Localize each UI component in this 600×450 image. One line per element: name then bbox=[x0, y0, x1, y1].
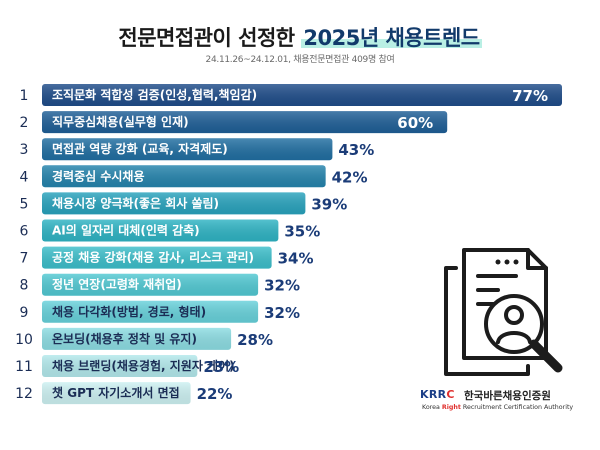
rank-number: 4 bbox=[20, 169, 29, 185]
bar-label: 온보딩(채용후 정착 및 유지) bbox=[52, 331, 197, 346]
value-label: 22% bbox=[197, 385, 233, 403]
value-label: 77% bbox=[512, 87, 548, 105]
bar-shade bbox=[42, 273, 259, 296]
value-label: 23% bbox=[203, 358, 239, 376]
bar-label: 직무중심채용(실무형 인재) bbox=[52, 114, 189, 129]
value-label: 35% bbox=[284, 223, 320, 241]
bar-label: AI의 일자리 대체(인력 감축) bbox=[52, 223, 200, 238]
title-main: 전문면접관이 선정한 bbox=[118, 26, 295, 50]
bar-label: 채용시장 양극화(좋은 회사 쏠림) bbox=[52, 195, 219, 210]
bar-label: 면접관 역량 강화 (교육, 자격제도) bbox=[52, 141, 228, 156]
bar-shade bbox=[42, 300, 259, 323]
rank-number: 8 bbox=[20, 278, 29, 294]
bar-label: 공정 채용 강화(채용 감사, 리스크 관리) bbox=[52, 250, 254, 265]
value-label: 32% bbox=[264, 277, 300, 295]
value-label: 28% bbox=[237, 331, 273, 349]
logo-name: 한국바른채용인증원 bbox=[464, 390, 551, 402]
bar-shade bbox=[42, 111, 448, 134]
bar-shade bbox=[42, 355, 198, 377]
logo-english-name: Korea Right Recruitment Certification Au… bbox=[422, 404, 574, 411]
bar-shade bbox=[42, 192, 306, 215]
chart-subtitle: 24.11.26~24.12.01, 채용전문면접관 409명 참여 bbox=[205, 55, 395, 65]
bar-label: 채용 다각화(방법, 경로, 형태) bbox=[52, 304, 206, 319]
rank-number: 3 bbox=[20, 142, 29, 158]
rank-number: 7 bbox=[20, 251, 29, 267]
rank-number: 12 bbox=[15, 386, 33, 402]
bar-label: 경력중심 수시채용 bbox=[52, 168, 145, 183]
bar-shade bbox=[42, 219, 279, 242]
value-label: 42% bbox=[332, 168, 368, 186]
bar-label: 채용 브랜딩(채용경험, 지원자 케어) bbox=[52, 358, 235, 373]
bar-shade bbox=[42, 84, 562, 106]
value-label: 43% bbox=[338, 141, 374, 159]
bar-shade bbox=[42, 165, 326, 188]
bar-label: 정년 연장(고령화 재취업) bbox=[52, 277, 182, 292]
bar-shade bbox=[42, 327, 232, 350]
rank-number: 1 bbox=[20, 88, 29, 104]
bar-shade bbox=[42, 382, 191, 405]
bar-shade bbox=[42, 138, 333, 161]
rank-number: 9 bbox=[20, 305, 29, 321]
value-label: 34% bbox=[278, 250, 314, 268]
rank-number: 5 bbox=[20, 196, 29, 212]
document-search-icon bbox=[444, 248, 563, 376]
bar-shade bbox=[42, 246, 272, 269]
logo-mark: KRRC bbox=[420, 388, 455, 401]
krrc-logo: KRRC 한국바른채용인증원 Korea Right Recruitment C… bbox=[420, 388, 595, 420]
value-label: 32% bbox=[264, 304, 300, 322]
value-label: 39% bbox=[311, 195, 347, 213]
bar-label: 챗 GPT 자기소개서 면접 bbox=[52, 385, 180, 400]
bar-label: 조직문화 적합성 검증(인성,협력,책임감) bbox=[52, 87, 257, 102]
value-label: 60% bbox=[397, 114, 433, 132]
title-highlight: 2025년 채용트렌드 bbox=[301, 26, 482, 50]
rank-number: 11 bbox=[15, 359, 33, 375]
rank-number: 2 bbox=[20, 115, 29, 131]
chart-title: 전문면접관이 선정한 2025년 채용트렌드 bbox=[0, 22, 600, 52]
rank-number: 6 bbox=[20, 224, 29, 240]
rank-number: 10 bbox=[15, 332, 33, 348]
